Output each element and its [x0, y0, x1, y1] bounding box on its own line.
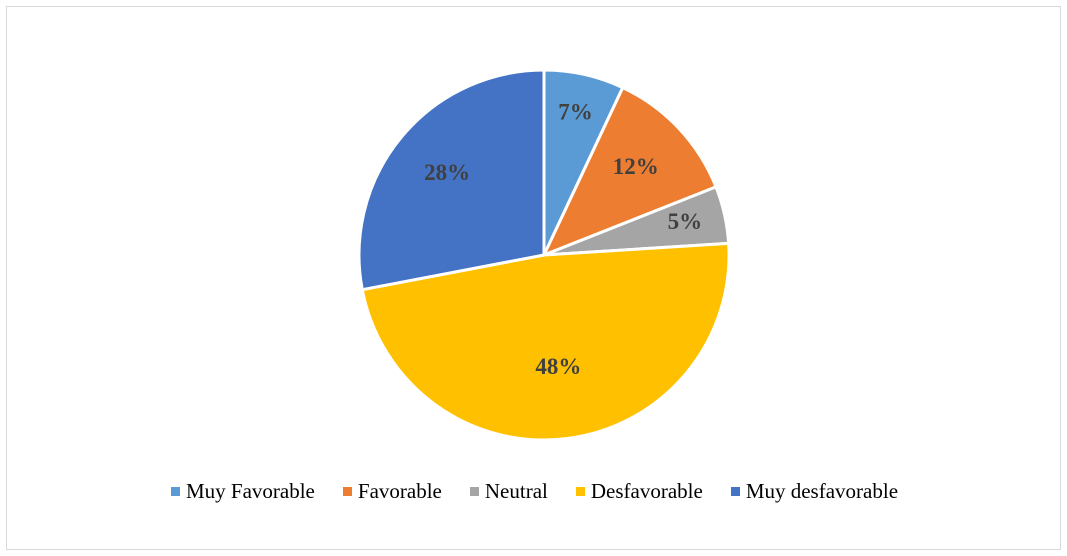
legend-label: Desfavorable [590, 479, 703, 503]
legend-label: Favorable [357, 479, 442, 503]
data-label-favorable: 12% [613, 154, 659, 179]
pie-chart: 7% 12% 5% 48% 28% [357, 68, 731, 442]
chart-area: 7% 12% 5% 48% 28% Muy Favorable Favorable Neut… [6, 6, 1061, 550]
legend-swatch-icon [469, 487, 479, 496]
legend-swatch-icon [342, 487, 352, 496]
pie-slice-desfavorable [360, 241, 731, 442]
legend-item-muy-favorable: Muy Favorable [170, 479, 315, 504]
data-label-neutral: 5% [668, 209, 703, 234]
legend-swatch-icon [575, 487, 585, 496]
data-label-desfavorable: 48% [535, 354, 581, 379]
legend-label: Muy Favorable [185, 479, 315, 503]
legend-item-favorable: Favorable [342, 479, 442, 504]
pie-slice-muy-desfavorable [357, 68, 546, 292]
pie-slice-favorable [541, 85, 718, 258]
legend-item-neutral: Neutral [469, 479, 548, 504]
legend-item-desfavorable: Desfavorable [575, 479, 703, 504]
data-label-muy-desfavorable: 28% [424, 160, 470, 185]
legend-item-muy-desfavorable: Muy desfavorable [730, 479, 899, 504]
legend-swatch-icon [730, 487, 740, 496]
legend-label: Muy desfavorable [745, 479, 899, 503]
legend-label: Neutral [484, 479, 548, 503]
data-label-muy-favorable: 7% [558, 99, 593, 124]
legend-swatch-icon [170, 487, 180, 496]
chart-legend: Muy Favorable Favorable Neutral Desfavorabl… [7, 479, 1062, 504]
